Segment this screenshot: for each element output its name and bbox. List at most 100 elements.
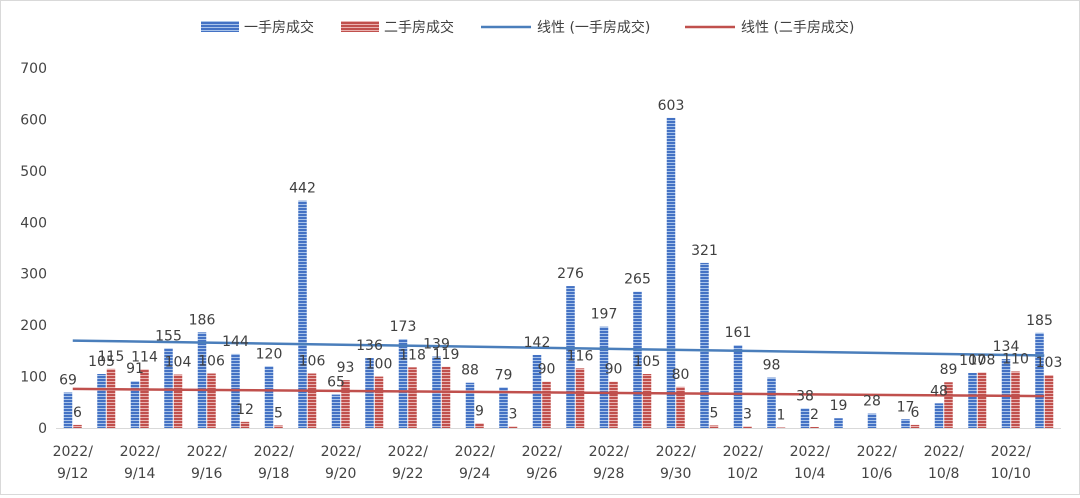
data-label: 105	[88, 354, 115, 370]
data-label: 161	[725, 325, 752, 341]
bar-resale	[173, 374, 183, 428]
bar-new-home	[733, 345, 743, 428]
x-tick-label-year: 2022/	[656, 444, 697, 460]
bar-resale	[910, 424, 920, 428]
data-label: 107	[959, 353, 986, 369]
data-label: 79	[495, 367, 513, 383]
y-axis: 0 100 200 300 400 500 600 700	[20, 61, 1061, 437]
x-tick-label-date: 9/16	[191, 466, 223, 482]
bar-resale	[1011, 371, 1020, 428]
data-label: 12	[236, 402, 254, 418]
x-tick-label-date: 9/22	[392, 466, 423, 482]
bar-new-home	[365, 358, 374, 428]
data-label: 155	[155, 328, 182, 344]
data-label: 28	[863, 394, 881, 410]
bar-new-home	[633, 291, 642, 428]
x-tick-label-date: 9/26	[526, 466, 558, 482]
bar-resale	[1044, 375, 1054, 428]
data-label: 144	[222, 334, 249, 350]
data-label: 197	[591, 307, 618, 323]
bar-resale	[408, 367, 417, 428]
legend-trend-new-home-label: 线性 (一手房成交)	[537, 19, 650, 36]
y-tick-label: 700	[20, 61, 47, 77]
data-label: 38	[796, 388, 814, 404]
bar-new-home	[700, 262, 709, 428]
bar-new-home	[599, 326, 609, 428]
bar-resale	[709, 425, 719, 428]
data-label: 98	[763, 358, 781, 374]
data-label: 116	[567, 348, 594, 364]
bar-new-home	[331, 394, 341, 428]
data-label: 442	[289, 181, 316, 197]
x-tick-label-year: 2022/	[589, 444, 630, 460]
legend: 一手房成交 二手房成交 线性 (一手房成交) 线性 (二手房成交)	[201, 19, 854, 36]
x-tick-label-date: 10/6	[861, 466, 893, 482]
x-tick-label-date: 9/28	[593, 466, 624, 482]
x-tick-label-year: 2022/	[187, 444, 228, 460]
x-tick-label-year: 2022/	[790, 444, 831, 460]
bar-resale	[508, 426, 518, 428]
bar-new-home	[130, 381, 140, 428]
data-label: 6	[911, 405, 920, 421]
data-label: 110	[1002, 351, 1029, 367]
bar-resale	[977, 372, 987, 428]
data-label: 17	[897, 399, 915, 415]
data-label: 106	[299, 353, 326, 369]
data-label: 5	[274, 405, 283, 421]
data-label: 276	[557, 266, 584, 282]
bar-new-home	[1035, 332, 1044, 428]
data-label: 265	[624, 272, 651, 288]
legend-new-home-swatch	[201, 21, 239, 32]
data-label: 139	[423, 337, 450, 353]
data-label: 100	[366, 357, 393, 373]
bar-resale	[207, 373, 216, 428]
y-tick-label: 300	[20, 267, 47, 283]
bar-resale	[441, 366, 451, 428]
bar-resale	[106, 368, 116, 428]
x-axis: 2022/9/12 2022/9/14 2022/9/16 2022/9/18 2022…	[53, 444, 1032, 482]
data-label: 119	[433, 347, 460, 363]
bar-resale	[341, 380, 350, 428]
x-tick-label-year: 2022/	[857, 444, 898, 460]
bar-resale	[642, 374, 652, 428]
x-tick-label-date: 9/12	[57, 466, 88, 482]
bar-new-home	[934, 403, 944, 428]
bar-new-home	[63, 392, 73, 428]
data-label: 186	[189, 312, 216, 328]
data-label: 91	[126, 361, 144, 377]
data-label: 321	[691, 243, 718, 259]
data-label: 115	[98, 349, 125, 365]
legend-resale-swatch	[341, 21, 379, 32]
data-label: 108	[969, 352, 996, 368]
bar-new-home	[398, 339, 408, 428]
y-tick-label: 600	[20, 112, 47, 128]
data-label: 173	[390, 319, 417, 335]
bar-new-home	[867, 413, 877, 428]
data-label: 603	[658, 98, 685, 114]
bar-new-home	[164, 348, 173, 428]
data-label: 48	[930, 383, 948, 399]
bar-resale	[810, 426, 819, 428]
data-label: 2	[810, 407, 819, 423]
x-tick-label-date: 9/30	[660, 466, 691, 482]
x-tick-label-year: 2022/	[991, 444, 1032, 460]
bar-new-home	[968, 372, 977, 428]
bar-new-home	[800, 408, 810, 428]
bar-new-home	[97, 374, 106, 428]
legend-trend-resale-label: 线性 (二手房成交)	[741, 19, 854, 36]
bar-new-home	[499, 387, 508, 428]
data-label: 104	[165, 355, 192, 371]
x-tick-label-date: 9/24	[459, 466, 491, 482]
x-tick-label-year: 2022/	[120, 444, 161, 460]
bar-new-home	[1001, 359, 1011, 428]
bar-resale	[475, 423, 484, 428]
bar-resale	[374, 376, 384, 428]
x-tick-label-date: 9/18	[258, 466, 289, 482]
data-label: 6	[73, 405, 82, 421]
data-label: 3	[743, 406, 752, 422]
data-label: 19	[830, 398, 848, 414]
y-tick-label: 200	[20, 318, 47, 334]
bar-resale	[307, 373, 317, 428]
